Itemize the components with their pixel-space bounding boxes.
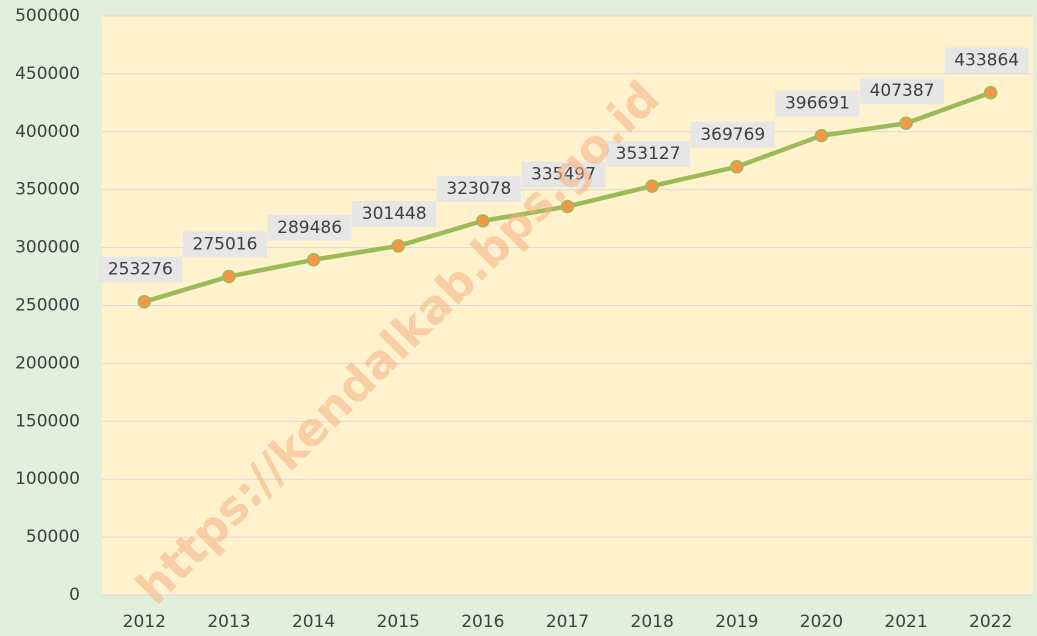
grid bbox=[102, 15, 1033, 596]
x-tick-label: 2014 bbox=[292, 612, 335, 632]
marker bbox=[137, 294, 152, 309]
marker bbox=[899, 116, 913, 130]
marker bbox=[983, 85, 998, 100]
y-tick-label: 450000 bbox=[15, 64, 80, 84]
data-label-box bbox=[860, 78, 945, 105]
data-label: 433864 bbox=[954, 51, 1019, 71]
data-label-box bbox=[775, 90, 860, 117]
marker bbox=[306, 253, 321, 267]
data-label: 407387 bbox=[870, 81, 935, 101]
data-label-box bbox=[436, 175, 521, 202]
y-tick-label: 50000 bbox=[26, 527, 80, 547]
y-tick-label: 0 bbox=[69, 585, 80, 605]
x-tick-label: 2020 bbox=[800, 612, 843, 632]
y-tick-label: 150000 bbox=[15, 411, 80, 431]
marker bbox=[730, 160, 744, 174]
x-tick-label: 2017 bbox=[546, 612, 589, 632]
data-label-box bbox=[690, 121, 775, 148]
data-label: 253276 bbox=[108, 260, 173, 280]
y-tick-label: 300000 bbox=[15, 238, 80, 258]
marker bbox=[476, 214, 490, 228]
marker bbox=[814, 128, 829, 143]
y-tick-label: 200000 bbox=[15, 353, 80, 373]
data-label-box bbox=[944, 47, 1029, 74]
marker bbox=[560, 199, 575, 214]
data-label: 353127 bbox=[616, 144, 681, 164]
x-tick-label: 2018 bbox=[631, 612, 674, 632]
x-tick-label: 2019 bbox=[715, 612, 758, 632]
marker bbox=[391, 239, 405, 253]
x-tick-label: 2013 bbox=[207, 612, 250, 632]
marks: 253276 275016 289486 301448 323078 335497 3531… bbox=[98, 47, 1029, 309]
marker bbox=[222, 269, 236, 284]
x-tick-label: 2022 bbox=[969, 612, 1012, 632]
data-label-box bbox=[521, 161, 606, 188]
data-label-box bbox=[98, 256, 183, 283]
data-label-box bbox=[267, 214, 352, 241]
data-label: 301448 bbox=[362, 204, 427, 224]
data-label: 335497 bbox=[531, 164, 596, 184]
x-tick-label: 2021 bbox=[884, 612, 927, 632]
data-label-box bbox=[352, 200, 437, 227]
y-tick-label: 400000 bbox=[15, 122, 80, 142]
y-tick-label: 350000 bbox=[15, 180, 80, 200]
data-label-box bbox=[182, 231, 267, 258]
x-tick-label: 2016 bbox=[461, 612, 504, 632]
x-tick-label: 2012 bbox=[123, 612, 166, 632]
x-tick-label: 2015 bbox=[377, 612, 420, 632]
y-tick-label: 250000 bbox=[15, 296, 80, 316]
y-tick-label: 500000 bbox=[15, 6, 80, 26]
data-label-box bbox=[606, 141, 691, 168]
data-label: 289486 bbox=[277, 218, 342, 238]
data-label: 323078 bbox=[446, 179, 511, 199]
data-label: 275016 bbox=[193, 235, 258, 255]
data-label: 396691 bbox=[785, 94, 850, 114]
y-tick-label: 100000 bbox=[15, 469, 80, 489]
marker bbox=[645, 179, 659, 193]
data-label: 369769 bbox=[700, 125, 765, 145]
